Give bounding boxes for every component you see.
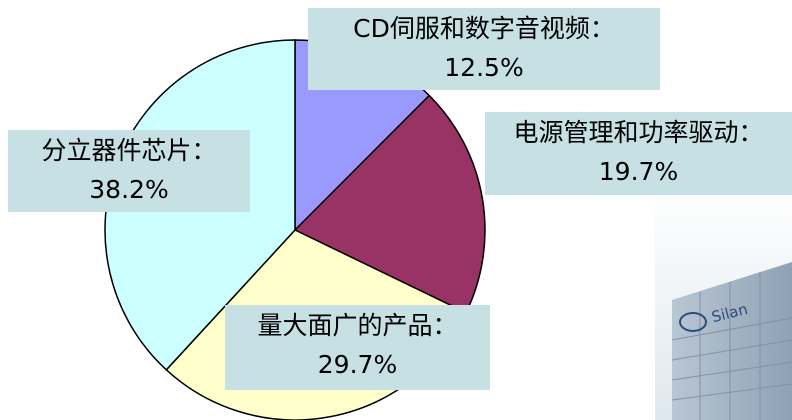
value-label: 12.5%: [444, 53, 523, 82]
building-photo: Silan: [655, 185, 792, 420]
category-label: CD伺服和数字音视频：: [353, 14, 615, 43]
category-label: 电源管理和功率驱动：: [513, 118, 763, 147]
value-label: 38.2%: [89, 175, 168, 204]
value-label: 29.7%: [318, 350, 397, 379]
value-label: 19.7%: [599, 157, 678, 186]
category-label: 量大面广的产品：: [257, 311, 457, 340]
slide: Silan CD伺服和数字音视频： 12.5% 电源管理和功率驱动： 19.7% 量大面…: [0, 0, 792, 420]
category-label: 分立器件芯片：: [41, 136, 216, 165]
